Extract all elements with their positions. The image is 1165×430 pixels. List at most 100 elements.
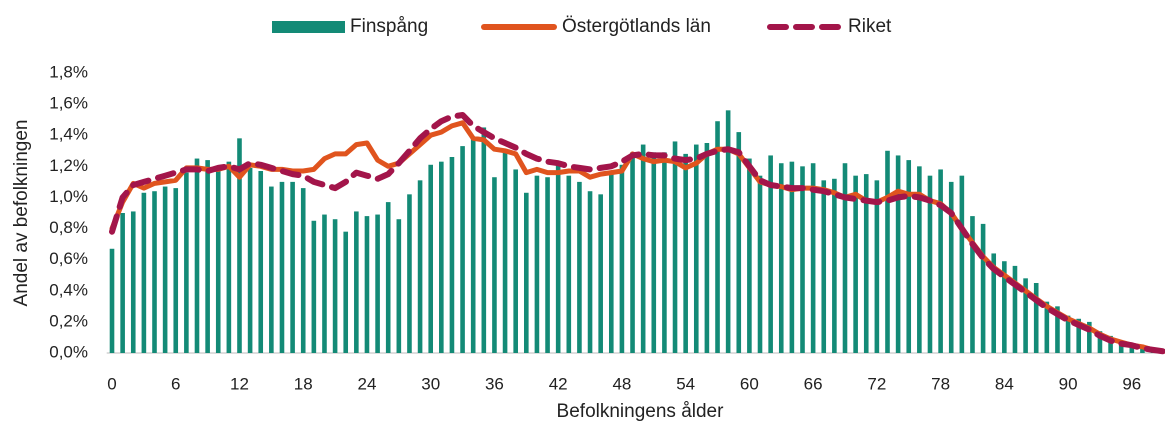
bar (555, 164, 561, 353)
bar (715, 121, 720, 353)
bar (1055, 306, 1060, 353)
bar (927, 175, 933, 353)
bar (184, 172, 189, 353)
bar (672, 141, 678, 353)
x-tick-label: 12 (230, 374, 249, 393)
x-axis-title: Befolkningens ålder (557, 401, 725, 422)
bar (343, 231, 349, 353)
bar (970, 216, 975, 353)
y-axis-title: Andel av befolkningen (11, 120, 32, 307)
bar (481, 127, 487, 353)
bar (662, 152, 667, 353)
bar (141, 192, 147, 353)
x-tick-label: 30 (421, 374, 440, 393)
bar (991, 253, 997, 353)
bar (194, 158, 200, 353)
bar (640, 144, 646, 353)
bar (608, 171, 614, 353)
bar (109, 248, 115, 353)
bar (1097, 331, 1103, 353)
y-tick-label: 0,0% (49, 342, 88, 361)
bar (120, 213, 125, 353)
bar (417, 180, 423, 353)
bar (237, 138, 242, 353)
bar (269, 186, 274, 353)
bar (460, 146, 465, 353)
bar (173, 188, 179, 353)
bar (948, 181, 954, 353)
bar (651, 152, 657, 353)
bar (895, 155, 901, 353)
bar (821, 180, 827, 353)
bar (130, 211, 136, 353)
bar (354, 211, 359, 353)
bar (853, 175, 858, 353)
y-tick-label: 0,6% (49, 249, 88, 268)
bar (906, 160, 912, 353)
bar (258, 171, 264, 353)
bar (736, 132, 742, 353)
bar (502, 149, 508, 353)
legend-label: Finspång (350, 16, 428, 37)
x-tick-label: 54 (676, 374, 695, 393)
x-tick-label: 0 (107, 374, 116, 393)
bar (938, 169, 943, 353)
bar (800, 166, 805, 353)
bar (215, 171, 221, 353)
bar (874, 180, 880, 353)
bar (704, 143, 710, 353)
bar (619, 164, 625, 353)
bar (407, 194, 412, 353)
bar (917, 166, 922, 353)
y-tick-label: 1,0% (49, 187, 88, 206)
bar (449, 157, 455, 353)
x-tick-label: 36 (485, 374, 504, 393)
bar (757, 175, 763, 353)
bar (364, 216, 370, 353)
bar (322, 214, 327, 353)
x-tick-label: 84 (995, 374, 1014, 393)
bar (247, 167, 253, 353)
x-tick-label: 72 (867, 374, 886, 393)
bar (693, 144, 699, 353)
bar (428, 164, 434, 353)
bar (630, 152, 635, 353)
bar (332, 219, 338, 353)
legend-swatch (272, 21, 345, 33)
bar (290, 181, 295, 353)
bar (470, 138, 476, 353)
bar (587, 191, 593, 353)
bar (524, 192, 529, 353)
bar (1087, 321, 1092, 353)
x-tick-label: 96 (1122, 374, 1141, 393)
bar (1065, 315, 1071, 353)
bar (1033, 283, 1039, 353)
bar (1012, 265, 1018, 353)
y-tick-label: 0,2% (49, 311, 88, 330)
bar (385, 202, 391, 353)
x-tick-label: 6 (171, 374, 180, 393)
bar (1044, 301, 1050, 353)
x-tick-label: 48 (612, 374, 631, 393)
bar (1076, 318, 1082, 353)
bar (747, 158, 752, 353)
bar (566, 175, 572, 353)
bar (1129, 343, 1135, 353)
bar (725, 110, 731, 353)
x-tick-label: 66 (804, 374, 823, 393)
bar (152, 191, 157, 353)
bar (492, 177, 497, 353)
bar (810, 163, 816, 353)
x-tick-label: 42 (549, 374, 568, 393)
x-tick-label: 90 (1059, 374, 1078, 393)
bar (885, 150, 890, 353)
bar (226, 161, 232, 353)
y-tick-label: 1,4% (49, 125, 88, 144)
bar (205, 160, 210, 353)
bar (1023, 278, 1028, 353)
bar (396, 219, 402, 353)
y-tick-label: 0,4% (49, 280, 88, 299)
legend-label: Östergötlands län (562, 16, 711, 37)
bar (598, 194, 603, 353)
